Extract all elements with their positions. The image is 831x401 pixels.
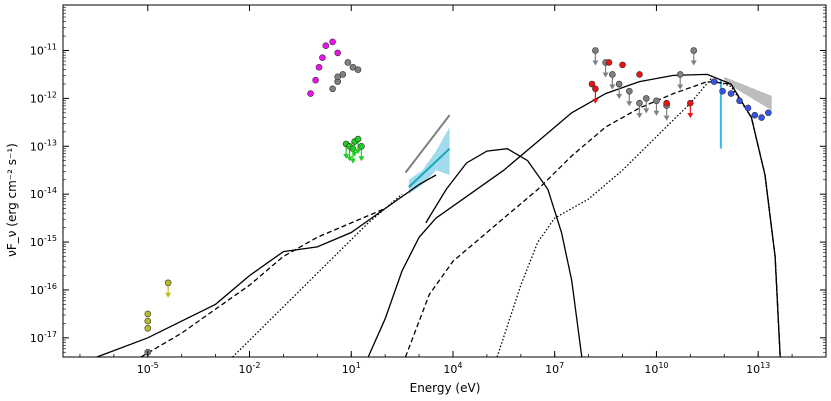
grey-gamma-point-7 bbox=[642, 95, 650, 102]
magenta-point-1 bbox=[307, 90, 314, 97]
x-tick-label-7: 1013 bbox=[746, 361, 770, 376]
model-curve-1-solid bbox=[96, 174, 437, 357]
red-point-3 bbox=[619, 61, 626, 69]
grey-gamma-arrow-4 bbox=[616, 94, 623, 100]
xray-spectrum-line bbox=[408, 147, 451, 188]
red-point-1 bbox=[588, 80, 596, 88]
magenta-point-6 bbox=[329, 38, 336, 46]
red-point-6 bbox=[687, 99, 694, 107]
grey-optical-point-7 bbox=[334, 73, 341, 81]
grey-gamma-arrow-5 bbox=[626, 101, 633, 107]
magenta-point-4 bbox=[319, 54, 326, 61]
grey-gamma-arrow-7 bbox=[643, 108, 650, 114]
grey-gamma-point-3 bbox=[609, 71, 616, 78]
magenta-point-3 bbox=[315, 63, 323, 71]
green-arrow-5 bbox=[355, 149, 362, 155]
x-tick-label-6: 1010 bbox=[644, 361, 668, 376]
yellow-point-2 bbox=[144, 317, 152, 325]
red-point-7 bbox=[592, 85, 599, 93]
gamma-bowtie bbox=[724, 76, 772, 111]
grey-gamma-point-4 bbox=[615, 80, 623, 88]
green-arrow-3 bbox=[349, 158, 356, 164]
green-point-5 bbox=[354, 135, 362, 143]
red-arrow-7 bbox=[592, 98, 599, 104]
x-tick-label-3: 101 bbox=[342, 361, 361, 376]
green-arrow-4 bbox=[351, 151, 358, 157]
y-tick-label-5: 10-13 bbox=[30, 138, 57, 153]
yellow-point-1 bbox=[144, 324, 152, 332]
grey-gamma-arrow-6 bbox=[636, 113, 643, 119]
grey-optical-point-1 bbox=[329, 85, 336, 93]
grey-gamma-point-11 bbox=[690, 47, 698, 54]
y-axis-title: νF_ν (erg cm⁻² s⁻¹) bbox=[5, 143, 19, 257]
x-tick-label-4: 104 bbox=[443, 361, 462, 376]
grey-gamma-point-5 bbox=[626, 87, 633, 95]
blue-point-3 bbox=[727, 90, 735, 97]
grey-gamma-arrow-11 bbox=[690, 60, 697, 66]
model-curve-6-dotted bbox=[496, 78, 781, 357]
y-tick-label-2: 10-16 bbox=[30, 282, 57, 297]
green-arrow-1 bbox=[343, 153, 350, 159]
grey-gamma-point-10 bbox=[676, 71, 684, 78]
green-arrow-2 bbox=[346, 156, 353, 162]
red-arrow-6 bbox=[687, 113, 694, 119]
grey-gamma-arrow-1 bbox=[592, 60, 599, 66]
green-arrow-6 bbox=[358, 156, 365, 162]
grey-gamma-point-6 bbox=[636, 99, 643, 107]
yellow-point-4 bbox=[164, 279, 172, 287]
y-tick-label-4: 10-14 bbox=[30, 186, 57, 201]
x-axis-title: Energy (eV) bbox=[410, 381, 481, 395]
grey-gamma-arrow-8 bbox=[653, 110, 660, 116]
magenta-point-5 bbox=[322, 42, 330, 50]
red-point-4 bbox=[636, 71, 643, 78]
model-curve-7-solid bbox=[425, 148, 583, 357]
red-point-5 bbox=[663, 99, 670, 107]
y-tick-label-1: 10-17 bbox=[30, 330, 57, 345]
grey-gamma-arrow-2 bbox=[602, 72, 609, 78]
axis-ticks: 10-5 10-2 101 104 107 1010 1013 10-17 10-16 10-15… bbox=[30, 5, 827, 376]
blue-point-6 bbox=[751, 111, 759, 119]
blue-point-7 bbox=[758, 114, 765, 121]
grey-gamma-point-8 bbox=[653, 97, 660, 105]
grey-gamma-point-1 bbox=[592, 47, 599, 54]
xray-grey-line bbox=[404, 114, 451, 174]
grey-optical-point-4 bbox=[344, 59, 352, 66]
y-tick-label-7: 10-11 bbox=[30, 42, 57, 57]
blue-point-8 bbox=[765, 109, 772, 117]
plot-clip-group bbox=[96, 38, 781, 357]
yellow-point-3 bbox=[144, 310, 152, 318]
grey-gamma-arrow-9 bbox=[663, 115, 670, 121]
blue-point-4 bbox=[736, 97, 743, 105]
red-point-2 bbox=[605, 59, 613, 66]
blue-point-2 bbox=[719, 87, 726, 95]
grey-optical-point-6 bbox=[354, 66, 362, 73]
axes-frame bbox=[62, 4, 827, 358]
x-tick-label-2: 10-2 bbox=[239, 361, 261, 376]
green-point-6 bbox=[358, 142, 365, 150]
x-tick-label-5: 107 bbox=[545, 361, 564, 376]
yellow-arrow-4 bbox=[165, 292, 172, 298]
grey-gamma-arrow-10 bbox=[677, 84, 684, 90]
x-tick-label-1: 10-5 bbox=[137, 361, 159, 376]
model-curve-5-dashed bbox=[404, 80, 781, 357]
model-curve-2-dashed bbox=[140, 207, 386, 357]
magenta-point-7 bbox=[334, 49, 341, 57]
model-curve-3-dotted bbox=[232, 193, 403, 357]
plot-area bbox=[62, 4, 827, 358]
model-curve-4-solid bbox=[367, 73, 781, 357]
y-tick-label-6: 10-12 bbox=[30, 90, 57, 105]
y-tick-label-3: 10-15 bbox=[30, 234, 57, 249]
blue-point-1 bbox=[710, 78, 718, 85]
blue-point-5 bbox=[744, 104, 752, 112]
grey-gamma-arrow-3 bbox=[609, 84, 616, 90]
magenta-point-2 bbox=[312, 76, 319, 84]
